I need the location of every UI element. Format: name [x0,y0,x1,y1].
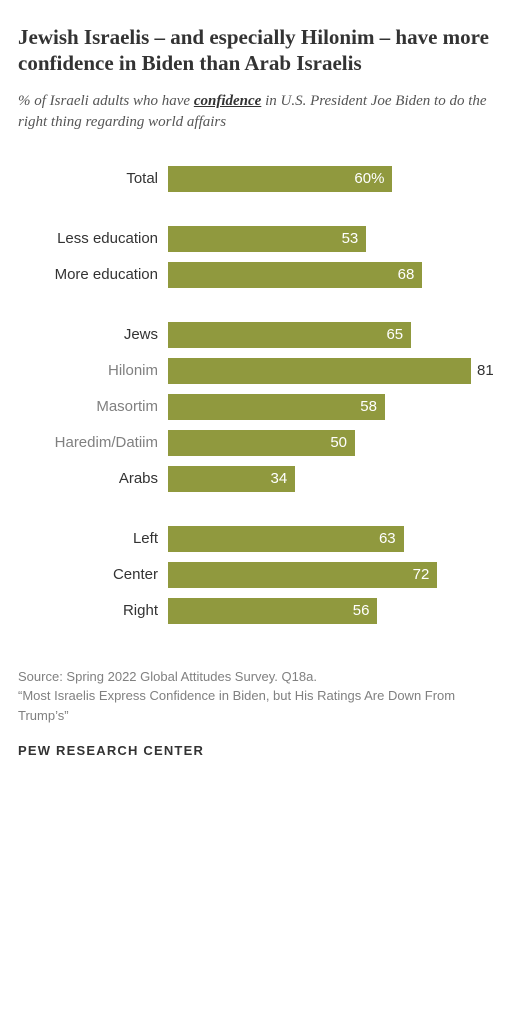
source-line: “Most Israelis Express Confidence in Bid… [18,686,495,725]
bar: 58 [168,394,385,420]
bar-row: Right 56 [18,595,495,627]
bar-value: 81 [471,362,494,379]
bar-value: 60% [354,170,392,187]
bar-value: 58 [360,398,385,415]
bar-area: 63 [168,526,495,552]
bar-chart: Total 60% Less education 53 More education 68… [18,163,495,627]
bar-value: 50 [330,434,355,451]
bar-label: Masortim [18,398,168,415]
chart-title: Jewish Israelis – and especially Hilonim… [18,24,495,77]
bar: 56 [168,598,377,624]
bar-area: 65 [168,322,495,348]
bar-area: 58 [168,394,495,420]
bar: 53 [168,226,366,252]
bar-area: 81 [168,358,495,384]
bar-area: 68 [168,262,495,288]
bar-label: Arabs [18,470,168,487]
bar: 68 [168,262,422,288]
bar-value: 53 [342,230,367,247]
bar-row: Masortim 58 [18,391,495,423]
bar-label: Total [18,170,168,187]
bar-row: Total 60% [18,163,495,195]
bar-row: Jews 65 [18,319,495,351]
bar-value: 65 [386,326,411,343]
bar-area: 34 [168,466,495,492]
subtitle-emphasis: confidence [194,93,261,109]
bar: 72 [168,562,437,588]
bar-group: Left 63 Center 72 Right 56 [18,523,495,627]
bar-value: 56 [353,602,378,619]
bar-row: Arabs 34 [18,463,495,495]
bar-label: Less education [18,230,168,247]
bar-label: Center [18,566,168,583]
bar-label: Jews [18,326,168,343]
bar-row: Left 63 [18,523,495,555]
bar-row: Haredim/Datiim 50 [18,427,495,459]
bar-label: Hilonim [18,362,168,379]
bar-label: Left [18,530,168,547]
chart-subtitle: % of Israeli adults who have confidence … [18,91,495,133]
source-line: Source: Spring 2022 Global Attitudes Sur… [18,667,495,687]
publisher-footer: PEW RESEARCH CENTER [18,743,495,758]
bar-value: 63 [379,530,404,547]
bar-row: Center 72 [18,559,495,591]
bar: 81 [168,358,471,384]
bar-area: 60% [168,166,495,192]
bar-row: Less education 53 [18,223,495,255]
bar-row: Hilonim81 [18,355,495,387]
bar-value: 68 [398,266,423,283]
bar-area: 56 [168,598,495,624]
bar-area: 50 [168,430,495,456]
subtitle-pre: % of Israeli adults who have [18,93,194,109]
bar-group: Jews65Hilonim81Masortim58Haredim/Datiim5… [18,319,495,495]
source-note: Source: Spring 2022 Global Attitudes Sur… [18,667,495,726]
bar-label: Right [18,602,168,619]
bar: 65 [168,322,411,348]
bar-group: Less education 53 More education 68 [18,223,495,291]
bar-label: Haredim/Datiim [18,434,168,451]
bar: 50 [168,430,355,456]
bar: 60% [168,166,392,192]
bar: 63 [168,526,404,552]
bar-value: 72 [413,566,438,583]
bar-row: More education 68 [18,259,495,291]
bar-label: More education [18,266,168,283]
bar-area: 53 [168,226,495,252]
bar-area: 72 [168,562,495,588]
bar-group: Total 60% [18,163,495,195]
bar: 34 [168,466,295,492]
bar-value: 34 [270,470,295,487]
